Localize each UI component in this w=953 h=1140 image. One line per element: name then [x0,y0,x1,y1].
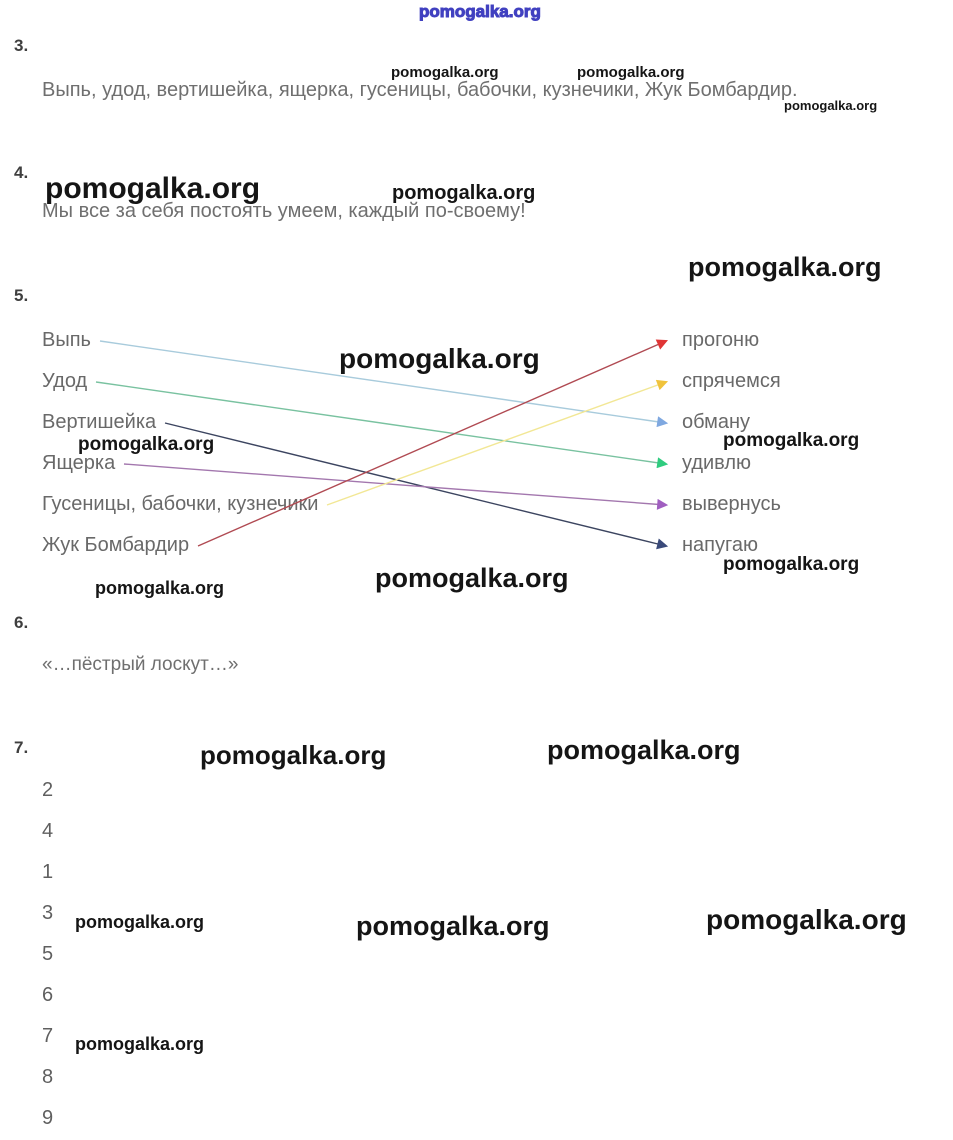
section-4-number: 4. [14,163,29,182]
match-right-item: обману [682,411,751,433]
sequence-number: 4 [42,820,54,842]
sequence-number: 8 [42,1066,54,1088]
match-left-item: Вертишейка [42,411,157,433]
section-6-answer-text: «…пёстрый лоскут…» [42,654,239,675]
match-left-item: Жук Бомбардир [42,534,190,556]
sequence-number: 9 [42,1107,54,1129]
watermark: pomogalka.org [75,912,205,932]
match-right-item: напугаю [682,534,758,556]
match-right-item: прогоню [682,329,760,351]
watermark: pomogalka.org [75,1034,205,1054]
sequence-number: 1 [42,861,54,883]
match-right-item: спрячемся [682,370,781,392]
sequence-number: 6 [42,984,54,1006]
match-line [164,422,669,550]
section-4-answer-text: Мы все за себя постоять умеем, каждый по… [42,200,526,222]
sequence-number: 5 [42,943,54,965]
watermark: pomogalka.org [577,64,685,81]
section-6-number: 6. [14,613,29,632]
watermark: pomogalka.org [392,182,536,204]
match-left-item: Выпь [42,329,91,351]
watermark: pomogalka.org [200,740,387,770]
section-3-answer-text: Выпь, удод, вертишейка, ящерка, гусеницы… [42,79,798,101]
sequence-number: 3 [42,902,54,924]
sequence-number: 2 [42,779,54,801]
watermark: pomogalka.org [419,2,542,21]
section-7-number: 7. [14,738,29,757]
watermark: pomogalka.org [723,430,860,451]
watermark: pomogalka.org [356,911,550,941]
watermark: pomogalka.org [784,98,878,113]
match-left-item: Удод [42,370,88,392]
match-right-item: вывернусь [682,493,781,515]
section-3-number: 3. [14,36,29,55]
watermark: pomogalka.org [339,343,540,374]
watermark: pomogalka.org [706,904,907,935]
section-5-number: 5. [14,286,29,305]
watermark: pomogalka.org [547,735,741,765]
watermark: pomogalka.org [723,554,860,575]
watermark: pomogalka.org [688,252,882,282]
match-line [326,379,669,506]
match-right-item: удивлю [682,452,752,474]
watermark: pomogalka.org [375,563,569,593]
watermark: pomogalka.org [95,578,225,598]
sequence-number: 7 [42,1025,54,1047]
watermark: pomogalka.org [45,172,261,205]
match-left-item: Ящерка [42,452,116,474]
watermark: pomogalka.org [391,64,499,81]
match-left-item: Гусеницы, бабочки, кузнечики [42,493,319,515]
